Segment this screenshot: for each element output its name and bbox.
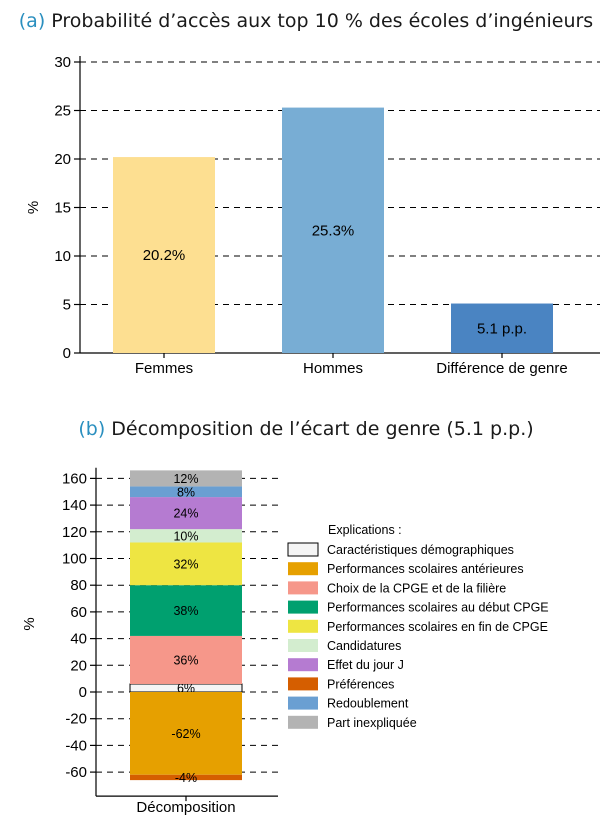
y-axis-title-b: % xyxy=(21,617,38,630)
segment-preferences xyxy=(130,774,242,781)
segment-redoublement xyxy=(130,486,242,498)
legend-swatch-part-inexpliquee xyxy=(288,715,318,729)
y-axis-title-a: % xyxy=(25,201,42,214)
x-tick-label-femmes: Femmes xyxy=(135,360,193,377)
y-tick-label-a: 10 xyxy=(54,248,71,265)
y-tick-label-b: 160 xyxy=(62,470,87,487)
x-tick-label-difference-de-genre: Différence de genre xyxy=(436,360,567,377)
legend-label-preferences: Préférences xyxy=(327,677,394,691)
legend-swatch-redoublement xyxy=(288,696,318,710)
legend-label-caracteristiques-demographiques: Caractéristiques démographiques xyxy=(327,543,514,557)
bar-femmes xyxy=(113,157,215,353)
bar-hommes xyxy=(282,107,384,353)
segment-label-caracteristiques-demographiques: 6% xyxy=(177,681,195,695)
y-tick-label-b: 60 xyxy=(70,604,87,621)
segment-label-performances-scolaires-au-debut-cpge: 38% xyxy=(173,604,198,618)
legend-swatch-performances-scolaires-anterieures xyxy=(288,562,318,576)
panel-a-letter: (a) xyxy=(18,10,46,32)
legend-swatch-candidatures xyxy=(288,639,318,652)
segment-effet-du-jour-j xyxy=(130,497,242,530)
y-tick-label-b: 80 xyxy=(70,577,87,594)
segment-part-inexpliquee xyxy=(130,470,242,487)
segment-label-part-inexpliquee: 12% xyxy=(173,472,198,486)
legend-label-part-inexpliquee: Part inexpliquée xyxy=(327,716,417,730)
segment-label-choix-de-la-cpge-et-de-la-filiere: 36% xyxy=(173,653,198,667)
legend-swatch-preferences xyxy=(288,677,318,691)
x-tick-label-decomposition: Décomposition xyxy=(136,799,235,816)
y-tick-label-b: -60 xyxy=(65,764,87,781)
panel-b-letter: (b) xyxy=(78,418,106,440)
y-tick-label-a: 30 xyxy=(54,54,71,71)
legend-label-candidatures: Candidatures xyxy=(327,639,401,653)
segment-performances-scolaires-en-fin-de-cpge xyxy=(130,542,242,586)
panel-a-title-text: Probabilité d’accès aux top 10 % des éco… xyxy=(51,10,594,32)
legend-label-performances-scolaires-en-fin-de-cpge: Performances scolaires en fin de CPGE xyxy=(327,620,548,634)
y-tick-label-b: 120 xyxy=(62,524,87,541)
data-label-femmes: 20.2% xyxy=(143,247,186,264)
y-tick-label-a: 25 xyxy=(54,103,71,120)
chart-a: 0 5 10 15 20 25 30% 20.2% Femmes 25.3% Hommes 5.1 p… xyxy=(25,54,600,377)
segment-label-performances-scolaires-en-fin-de-cpge: 32% xyxy=(173,557,198,571)
legend-swatch-choix-de-la-cpge-et-de-la-filiere xyxy=(288,581,318,595)
segment-label-effet-du-jour-j: 24% xyxy=(173,507,198,521)
legend-swatch-effet-du-jour-j xyxy=(288,658,318,672)
panel-a-title: (a) Probabilité d’accès aux top 10 % des… xyxy=(0,10,612,32)
y-tick-label-b: 20 xyxy=(70,657,87,674)
segment-label-performances-scolaires-anterieures: -62% xyxy=(171,727,200,741)
segment-performances-scolaires-au-debut-cpge xyxy=(130,585,242,636)
legend-swatch-caracteristiques-demographiques xyxy=(287,542,319,557)
y-tick-label-b: -20 xyxy=(65,711,87,728)
legend-label-choix-de-la-cpge-et-de-la-filiere: Choix de la CPGE et de la filière xyxy=(327,581,506,595)
data-label-hommes: 25.3% xyxy=(312,222,355,239)
legend-title: Explications : xyxy=(328,523,402,537)
x-tick-label-hommes: Hommes xyxy=(303,360,363,377)
y-tick-label-b: 0 xyxy=(79,684,87,701)
y-tick-label-b: 40 xyxy=(70,631,87,648)
panel-b-title: (b) Décomposition de l’écart de genre (5… xyxy=(0,418,612,440)
legend-label-effet-du-jour-j: Effet du jour J xyxy=(327,658,404,672)
panel-b-title-text: Décomposition de l’écart de genre (5.1 p… xyxy=(111,418,534,440)
y-tick-label-b: 100 xyxy=(62,551,87,568)
data-label-difference-de-genre: 5.1 p.p. xyxy=(477,320,527,337)
y-tick-label-a: 20 xyxy=(54,151,71,168)
y-tick-label-a: 5 xyxy=(63,297,71,314)
legend-label-performances-scolaires-au-debut-cpge: Performances scolaires au début CPGE xyxy=(327,601,549,615)
legend-swatch-performances-scolaires-au-debut-cpge xyxy=(288,600,318,614)
y-tick-label-b: 140 xyxy=(62,497,87,514)
legend-swatch-performances-scolaires-en-fin-de-cpge xyxy=(288,619,318,633)
y-tick-label-a: 15 xyxy=(54,200,71,217)
segment-performances-scolaires-anterieures xyxy=(130,692,242,775)
segment-candidatures xyxy=(130,529,242,543)
segment-label-redoublement: 8% xyxy=(177,485,195,499)
legend-label-redoublement: Redoublement xyxy=(327,697,409,711)
y-tick-label-a: 0 xyxy=(63,345,71,362)
legend-label-performances-scolaires-anterieures: Performances scolaires antérieures xyxy=(327,562,524,576)
bar-difference-de-genre xyxy=(451,303,553,353)
segment-choix-de-la-cpge-et-de-la-filiere xyxy=(130,635,242,684)
segment-label-candidatures: 10% xyxy=(173,529,198,543)
y-tick-label-b: -40 xyxy=(65,737,87,754)
segment-label-preferences: -4% xyxy=(175,771,197,785)
